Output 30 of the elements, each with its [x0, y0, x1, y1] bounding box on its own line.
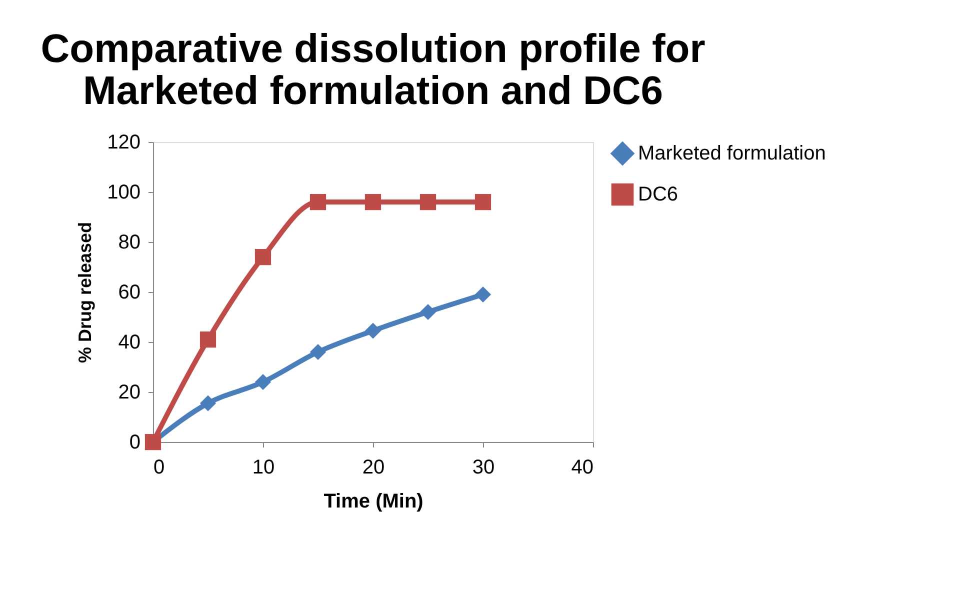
legend-label: Marketed formulation: [638, 142, 826, 164]
x-tick-label: 20: [362, 456, 385, 478]
point: [420, 304, 436, 320]
point: [364, 322, 382, 339]
y-tick-label: 60: [118, 282, 140, 304]
point: [474, 194, 492, 210]
x-tick-label: 0: [154, 456, 165, 478]
point: [474, 286, 492, 303]
x-tick-label: 10: [252, 456, 275, 478]
y-tick-label: 20: [118, 382, 140, 404]
legend-label: DC6: [638, 184, 678, 206]
point: [200, 331, 216, 348]
text: Comparative dissolution profile for: [40, 27, 706, 71]
text: Marketed formulation and DC6: [82, 69, 664, 113]
y-axis-title: % Drug released: [75, 222, 96, 364]
y-tick-label: 100: [107, 182, 140, 204]
y-tick-label: 120: [107, 132, 140, 154]
point: [420, 194, 436, 210]
point: [254, 374, 272, 390]
y-tick-label: 40: [118, 332, 140, 354]
x-tick-label: 30: [472, 456, 495, 478]
y-tick-label: 0: [129, 432, 140, 454]
y-tick-label: 80: [118, 232, 140, 254]
x-axis-title: Time (Min): [324, 490, 424, 512]
point: [200, 395, 216, 412]
point: [310, 344, 326, 360]
point: [254, 248, 272, 266]
x-tick-label: 40: [571, 456, 594, 478]
point: [310, 194, 326, 210]
point: [364, 194, 382, 210]
